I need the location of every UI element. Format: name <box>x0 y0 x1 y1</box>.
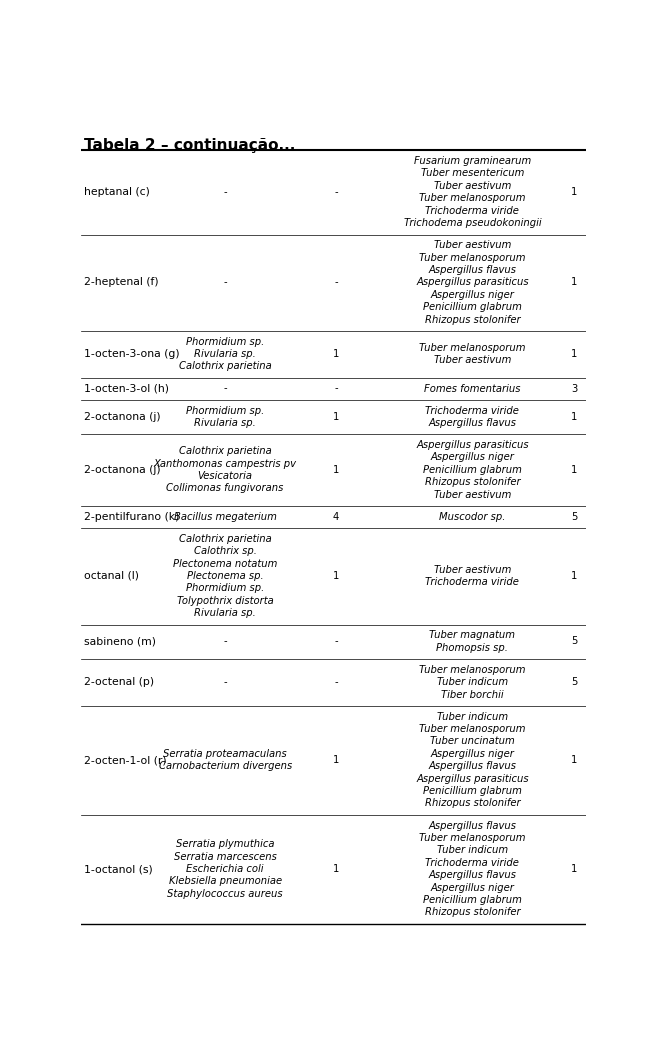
Text: Tuber aestivum
Tuber melanosporum
Aspergillus flavus
Aspergillus parasiticus
Asp: Tuber aestivum Tuber melanosporum Asperg… <box>416 240 529 324</box>
Text: -: - <box>223 384 227 393</box>
Text: 1: 1 <box>572 864 577 874</box>
Text: 1: 1 <box>572 278 577 287</box>
Text: 1: 1 <box>333 755 339 765</box>
Text: Phormidium sp.
Rivularia sp.: Phormidium sp. Rivularia sp. <box>186 406 264 427</box>
Text: 1: 1 <box>333 412 339 422</box>
Text: 2-octenal (p): 2-octenal (p) <box>84 677 154 687</box>
Text: -: - <box>223 677 227 687</box>
Text: octanal (l): octanal (l) <box>84 571 139 581</box>
Text: 4: 4 <box>333 512 339 522</box>
Text: 2-heptenal (f): 2-heptenal (f) <box>84 278 159 287</box>
Text: sabineno (m): sabineno (m) <box>84 636 156 647</box>
Text: 3: 3 <box>572 384 577 393</box>
Text: -: - <box>223 187 227 197</box>
Text: 1: 1 <box>333 864 339 874</box>
Text: 5: 5 <box>572 677 577 687</box>
Text: Aspergillus flavus
Tuber melanosporum
Tuber indicum
Trichoderma viride
Aspergill: Aspergillus flavus Tuber melanosporum Tu… <box>419 821 525 917</box>
Text: 1-octanol (s): 1-octanol (s) <box>84 864 152 874</box>
Text: Tuber indicum
Tuber melanosporum
Tuber uncinatum
Aspergillus niger
Aspergillus f: Tuber indicum Tuber melanosporum Tuber u… <box>416 711 529 808</box>
Text: 1: 1 <box>572 465 577 475</box>
Text: 1: 1 <box>572 187 577 197</box>
Text: heptanal (c): heptanal (c) <box>84 187 150 197</box>
Text: Tabela 2 – continuação...: Tabela 2 – continuação... <box>84 137 296 153</box>
Text: -: - <box>335 636 338 647</box>
Text: 1: 1 <box>333 349 339 359</box>
Text: Tuber melanosporum
Tuber aestivum: Tuber melanosporum Tuber aestivum <box>419 343 525 365</box>
Text: Tuber aestivum
Trichoderma viride: Tuber aestivum Trichoderma viride <box>426 565 519 588</box>
Text: 2-octen-1-ol (r): 2-octen-1-ol (r) <box>84 755 167 765</box>
Text: Bacillus megaterium: Bacillus megaterium <box>174 512 277 522</box>
Text: 1: 1 <box>572 349 577 359</box>
Text: Tuber magnatum
Phomopsis sp.: Tuber magnatum Phomopsis sp. <box>430 630 516 653</box>
Text: Muscodor sp.: Muscodor sp. <box>439 512 506 522</box>
Text: Fusarium graminearum
Tuber mesentericum
Tuber aestivum
Tuber melanosporum
Tricho: Fusarium graminearum Tuber mesentericum … <box>404 156 541 228</box>
Text: -: - <box>335 187 338 197</box>
Text: 1-octen-3-ona (g): 1-octen-3-ona (g) <box>84 349 180 359</box>
Text: 2-octanona (j): 2-octanona (j) <box>84 412 161 422</box>
Text: -: - <box>223 636 227 647</box>
Text: 1: 1 <box>333 571 339 581</box>
Text: 2-pentilfurano (k): 2-pentilfurano (k) <box>84 512 179 522</box>
Text: 1: 1 <box>572 755 577 765</box>
Text: 5: 5 <box>572 512 577 522</box>
Text: Phormidium sp.
Rivularia sp.
Calothrix parietina: Phormidium sp. Rivularia sp. Calothrix p… <box>179 337 271 371</box>
Text: Tuber melanosporum
Tuber indicum
Tiber borchii: Tuber melanosporum Tuber indicum Tiber b… <box>419 665 525 700</box>
Text: 1: 1 <box>572 412 577 422</box>
Text: 1-octen-3-ol (h): 1-octen-3-ol (h) <box>84 384 169 393</box>
Text: -: - <box>335 677 338 687</box>
Text: Trichoderma viride
Aspergillus flavus: Trichoderma viride Aspergillus flavus <box>426 406 519 427</box>
Text: 2-octanona (j): 2-octanona (j) <box>84 465 161 475</box>
Text: Aspergillus parasiticus
Aspergillus niger
Penicillium glabrum
Rhizopus stolonife: Aspergillus parasiticus Aspergillus nige… <box>416 440 529 499</box>
Text: -: - <box>223 278 227 287</box>
Text: 1: 1 <box>333 465 339 475</box>
Text: -: - <box>335 278 338 287</box>
Text: Serratia plymuthica
Serratia marcescens
Escherichia coli
Klebsiella pneumoniae
S: Serratia plymuthica Serratia marcescens … <box>167 839 283 899</box>
Text: 5: 5 <box>572 636 577 647</box>
Text: -: - <box>335 384 338 393</box>
Text: Fomes fomentarius: Fomes fomentarius <box>424 384 521 393</box>
Text: Serratia proteamaculans
Carnobacterium divergens: Serratia proteamaculans Carnobacterium d… <box>159 749 292 772</box>
Text: Calothrix parietina
Calothrix sp.
Plectonema notatum
Plectonema sp.
Phormidium s: Calothrix parietina Calothrix sp. Plecto… <box>173 534 277 618</box>
Text: 1: 1 <box>572 571 577 581</box>
Text: Calothrix parietina
Xanthomonas campestris pv
Vesicatoria
Collimonas fungivorans: Calothrix parietina Xanthomonas campestr… <box>154 446 297 493</box>
